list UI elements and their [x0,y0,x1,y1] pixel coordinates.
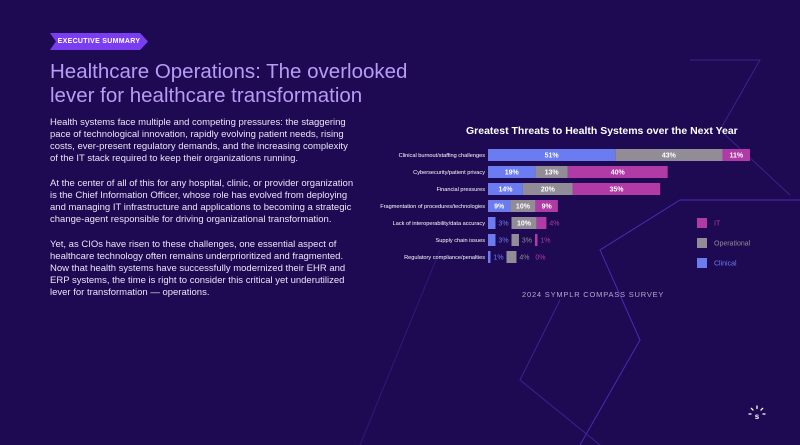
data-label: 13% [545,170,560,177]
bar-segment [510,200,536,212]
data-label: 19% [505,170,520,177]
bar-segment [536,217,547,229]
data-label: 10% [516,204,531,211]
data-label: 3% [498,221,508,228]
category-label: Supply chain issues [436,238,486,244]
legend-swatch [697,238,707,248]
bar-segment [488,149,616,161]
data-label: 43% [662,153,677,160]
body-text: Health systems face multiple and competi… [50,117,355,312]
bar-segment [615,149,723,161]
bar-segment [567,166,668,178]
category-label: Financial pressures [436,187,485,193]
data-label: 10% [517,221,532,228]
bar-segment [488,234,496,246]
bar-segment [488,251,491,263]
chart-title: Greatest Threats to Health Systems over … [466,125,738,137]
data-label: 35% [609,187,624,194]
bar-segment [511,217,537,229]
paragraph: Yet, as CIOs have risen to these challen… [50,239,346,298]
data-label: 9% [542,204,553,211]
data-label: 1% [493,255,503,262]
survey-source: 2024 SYMPLR COMPASS SURVEY [522,290,665,299]
data-label: 51% [545,153,560,160]
category-label: Clinical burnout/staffing challenges [399,153,486,159]
bar-segment [506,251,517,263]
data-label: 3% [498,238,508,245]
symplr-logo-icon: s [748,405,766,421]
data-label: 4% [519,255,529,262]
data-label: 0% [535,255,545,262]
bar-segment [535,166,568,178]
legend-label: Clinical [714,261,737,268]
data-label: 4% [549,221,559,228]
data-label: 1% [540,238,550,245]
category-label: Cybersecurity/patient privacy [413,170,485,176]
bar-segment [488,183,523,195]
paragraph: Health systems face multiple and competi… [50,117,348,164]
svg-text:s: s [755,412,760,421]
bar-segment [535,200,558,212]
section-tag: EXECUTIVE SUMMARY [50,33,148,50]
data-label: 11% [729,153,743,160]
page-title: Healthcare Operations: The overlooked le… [50,60,408,107]
bar-segment [572,183,661,195]
bar-segment [511,234,519,246]
bar-segment [488,200,511,212]
category-label: Fragmentation of procedures/technologies [380,204,485,210]
data-label: 14% [498,187,513,194]
data-label: 9% [494,204,505,211]
bar-segment [522,183,573,195]
bar-segment [488,217,496,229]
data-label: 20% [541,187,556,194]
bar-segment [488,166,536,178]
section-tag-label: EXECUTIVE SUMMARY [57,38,141,45]
category-label: Lack of interoperability/data accuracy [393,221,486,227]
legend-swatch [697,218,707,228]
threats-bar-chart: Clinical burnout/staffing challenges 51% 4… [380,149,751,268]
bar-segment [534,234,538,246]
data-label: 3% [522,238,532,245]
legend-swatch [697,258,707,268]
legend-label: IT [714,221,721,228]
category-label: Regulatory compliance/penalties [404,255,485,261]
legend-label: Operational [714,241,751,248]
paragraph: At the center of all of this for any hos… [50,178,354,225]
data-label: 40% [611,170,626,177]
bar-segment [722,149,750,161]
